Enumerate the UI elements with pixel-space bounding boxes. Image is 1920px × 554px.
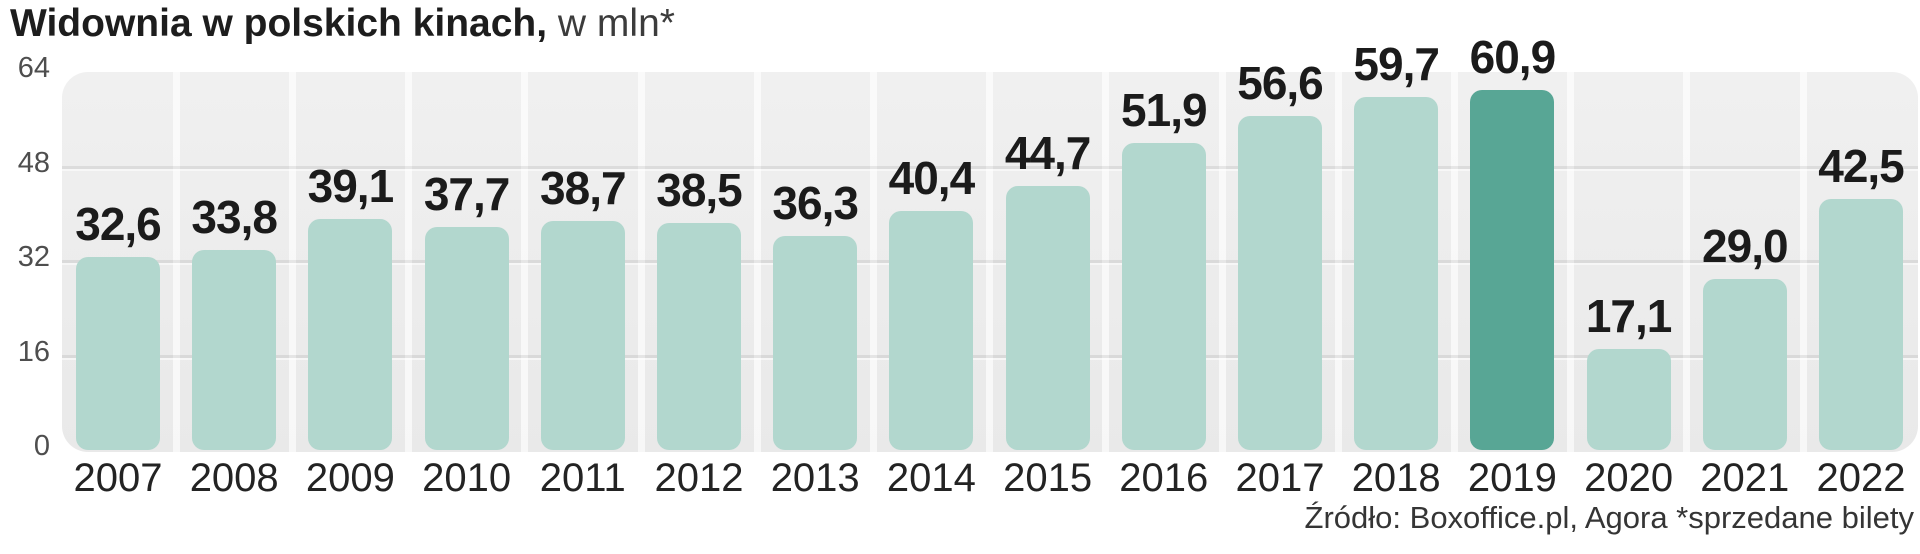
slot-separator (753, 72, 761, 452)
value-label-2008: 33,8 (191, 191, 278, 244)
x-tick-label-2014: 2014 (886, 456, 976, 500)
chart-title: Widownia w polskich kinach, w mln* (10, 0, 675, 48)
value-label-2020: 17,1 (1585, 290, 1673, 342)
slot-separator (1218, 72, 1226, 452)
bar-2012 (657, 222, 741, 450)
x-tick-label-2007: 2007 (73, 456, 163, 500)
x-tick-label-2015: 2015 (1003, 456, 1093, 500)
bar-2018 (1354, 97, 1439, 450)
bar-2014 (889, 211, 974, 450)
gridline-48 (62, 165, 1918, 169)
value-label-2017: 56,6 (1237, 56, 1324, 109)
y-tick-label-16: 16 (17, 335, 50, 368)
value-label-2022: 42,5 (1818, 139, 1905, 192)
x-tick-label-2022: 2022 (1816, 456, 1906, 500)
y-tick-label-32: 32 (17, 241, 50, 273)
bar-2011 (540, 221, 625, 450)
slot-separator (405, 72, 413, 452)
slot-separator (521, 72, 529, 452)
value-label-2014: 40,4 (888, 152, 976, 205)
slot-separator (1102, 72, 1110, 452)
bar-2013 (773, 235, 858, 450)
x-tick-label-2012: 2012 (654, 456, 744, 500)
x-tick-label-2016: 2016 (1119, 456, 1209, 500)
y-tick-label-0: 0 (33, 430, 50, 462)
slot-separator (869, 72, 877, 452)
slot-separator (1450, 72, 1458, 452)
chart-title-main: Widownia w polskich kinach, (10, 2, 548, 45)
bar-2016 (1121, 143, 1206, 450)
x-tick-label-2020: 2020 (1584, 456, 1674, 500)
y-tick-label-48: 48 (17, 146, 50, 179)
x-tick-label-2008: 2008 (189, 456, 279, 500)
source-note: Źródło: Boxoffice.pl, Agora *sprzedane b… (1304, 500, 1914, 535)
x-tick-label-2011: 2011 (539, 456, 626, 500)
gridline-16 (62, 354, 1918, 358)
value-label-2019: 60,9 (1469, 31, 1557, 84)
slot-separator (1683, 72, 1691, 452)
x-tick-label-2021: 2021 (1700, 456, 1790, 500)
value-label-2012: 38,5 (656, 163, 743, 216)
x-tick-label-2013: 2013 (770, 456, 860, 500)
value-label-2009: 39,1 (307, 160, 395, 213)
bar-2017 (1238, 115, 1322, 450)
bar-2007 (76, 257, 160, 450)
chart-title-unit: w mln* (547, 2, 675, 45)
bar-2009 (308, 219, 393, 450)
y-tick-label-64: 64 (17, 52, 50, 84)
bar-2008 (192, 250, 277, 450)
value-label-2011: 38,7 (540, 162, 627, 215)
x-tick-label-2017: 2017 (1235, 456, 1325, 500)
value-label-2016: 51,9 (1121, 84, 1208, 137)
slot-separator (288, 72, 296, 452)
bar-2021 (1702, 278, 1787, 450)
slot-separator (172, 72, 180, 452)
value-label-2015: 44,7 (1004, 126, 1092, 179)
slot-separator (637, 72, 645, 452)
bar-2010 (424, 227, 509, 450)
gridline-32 (62, 260, 1918, 263)
value-label-2010: 37,7 (423, 168, 511, 221)
slot-separator (986, 72, 994, 452)
bar-2020 (1586, 349, 1671, 450)
bar-2022 (1819, 198, 1903, 450)
bar-2019 (1470, 90, 1555, 450)
value-label-2007: 32,6 (75, 198, 162, 251)
bar-2015 (1005, 185, 1090, 450)
slot-separator (1567, 72, 1575, 452)
value-label-2013: 36,3 (772, 176, 859, 229)
value-label-2018: 59,7 (1353, 38, 1440, 91)
x-tick-label-2019: 2019 (1467, 456, 1557, 500)
x-tick-label-2018: 2018 (1351, 456, 1441, 500)
x-tick-label-2010: 2010 (422, 456, 512, 500)
x-tick-label-2009: 2009 (305, 456, 395, 500)
slot-separator (1334, 72, 1342, 452)
value-label-2021: 29,0 (1702, 219, 1789, 272)
slot-separator (1799, 72, 1807, 452)
